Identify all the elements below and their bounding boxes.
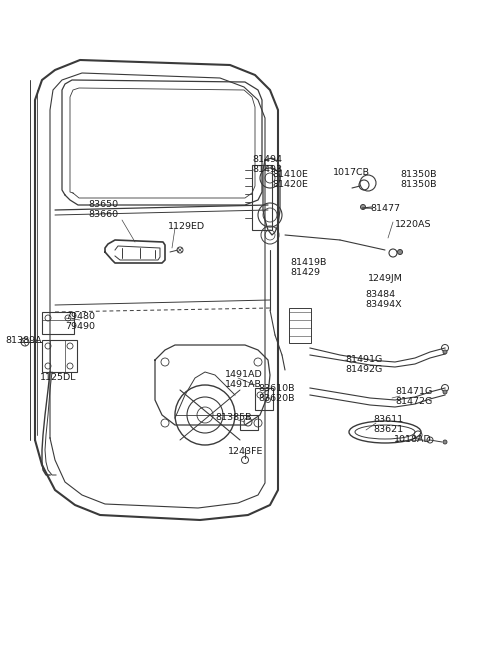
Text: 1017CB: 1017CB bbox=[333, 168, 370, 177]
Text: 1249JM: 1249JM bbox=[368, 274, 403, 283]
Circle shape bbox=[443, 390, 447, 394]
Text: 1243FE: 1243FE bbox=[228, 447, 264, 456]
Text: 1129ED: 1129ED bbox=[168, 222, 205, 231]
Text: 81494
81493: 81494 81493 bbox=[252, 155, 282, 174]
Text: 83610B
83620B: 83610B 83620B bbox=[258, 384, 295, 403]
Text: 81350B
81350B: 81350B 81350B bbox=[400, 170, 436, 189]
Text: 83611
83621: 83611 83621 bbox=[373, 415, 403, 434]
Text: 83650
83660: 83650 83660 bbox=[88, 200, 118, 219]
Bar bbox=[42, 312, 74, 334]
Circle shape bbox=[360, 204, 365, 210]
Circle shape bbox=[443, 350, 447, 354]
Bar bbox=[289, 308, 311, 343]
Text: 81477: 81477 bbox=[370, 204, 400, 213]
Text: 81419B
81429: 81419B 81429 bbox=[290, 258, 326, 278]
Text: 81385B: 81385B bbox=[215, 413, 252, 422]
Text: 81389A: 81389A bbox=[5, 336, 42, 345]
Bar bbox=[42, 340, 77, 372]
Text: 1220AS: 1220AS bbox=[395, 220, 432, 229]
Text: 83484
83494X: 83484 83494X bbox=[365, 290, 402, 309]
Bar bbox=[252, 165, 272, 230]
Text: 79480
79490: 79480 79490 bbox=[65, 312, 95, 331]
Circle shape bbox=[443, 440, 447, 444]
Bar bbox=[240, 415, 258, 430]
Text: 1018AD: 1018AD bbox=[394, 435, 432, 444]
Text: 81471G
81472G: 81471G 81472G bbox=[395, 387, 432, 406]
Text: 1491AD
1491AB: 1491AD 1491AB bbox=[225, 370, 263, 390]
Text: 81491G
81492G: 81491G 81492G bbox=[345, 355, 382, 375]
Bar bbox=[255, 388, 273, 410]
Text: 1125DL: 1125DL bbox=[40, 373, 76, 382]
Text: 81410E
81420E: 81410E 81420E bbox=[272, 170, 308, 189]
Circle shape bbox=[397, 250, 403, 255]
